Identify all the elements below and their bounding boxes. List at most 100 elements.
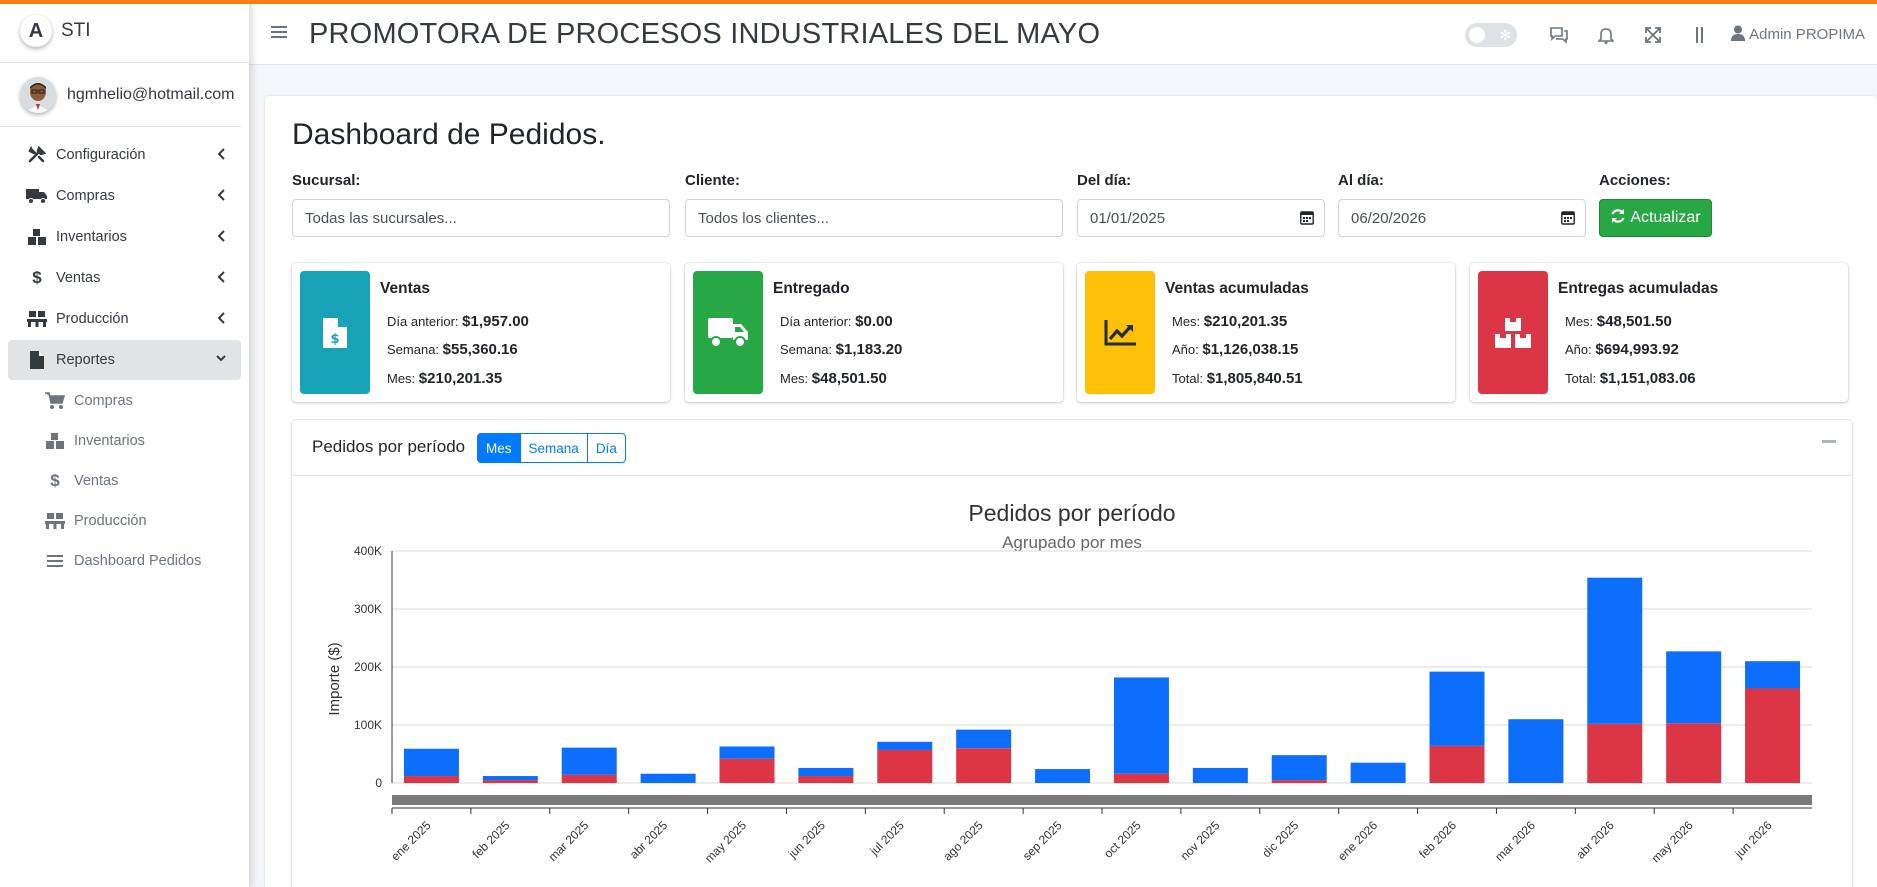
sidebar-subitem-dashboard-pedidos[interactable]: Dashboard Pedidos: [8, 541, 241, 581]
bar-segment-0[interactable]: [561, 774, 617, 783]
avatar: [20, 76, 56, 113]
bar-segment-1[interactable]: [561, 747, 617, 775]
bar-segment-1[interactable]: [1666, 651, 1722, 724]
x-tick-label: feb 2026: [1416, 818, 1459, 861]
bar-segment-1[interactable]: [1745, 661, 1801, 689]
user-panel[interactable]: hgmhelio@hotmail.com: [0, 63, 241, 127]
bar-segment-1[interactable]: [403, 748, 459, 777]
bar-segment-1[interactable]: [798, 767, 854, 777]
top-header: PROMOTORA DE PROCESOS INDUSTRIALES DEL M…: [249, 4, 1877, 65]
infobox-line: Mes: $210,201.35: [387, 370, 502, 387]
bar-segment-0[interactable]: [482, 780, 538, 783]
user-menu[interactable]: Admin PROPIMA: [1731, 25, 1865, 45]
x-tick-label: ene 2026: [1335, 818, 1381, 864]
infobox-line: Año: $1,126,038.15: [1172, 341, 1298, 358]
infobox-title: Ventas: [380, 280, 430, 297]
sidebar-item-produccion[interactable]: Producción: [8, 299, 241, 339]
fullscreen-icon[interactable]: [1629, 26, 1676, 43]
orders-bar-chart: Pedidos por período Agrupado por mes Imp…: [326, 500, 1812, 865]
brand-logo: A: [20, 15, 52, 47]
period-dia-button[interactable]: Día: [586, 433, 626, 463]
bar-segment-0[interactable]: [1271, 780, 1327, 783]
x-tick-label: feb 2025: [470, 818, 513, 861]
infobox-line-value: $55,360.16: [442, 341, 518, 358]
bar-segment-0[interactable]: [956, 748, 1012, 783]
bar-segment-1[interactable]: [1271, 755, 1327, 781]
pallet-icon: [44, 513, 66, 529]
bar-segment-1[interactable]: [482, 776, 538, 781]
dark-mode-toggle[interactable]: ✻: [1465, 22, 1518, 47]
bar-segment-0[interactable]: [403, 776, 459, 783]
sidebar-item-reportes[interactable]: Reportes: [8, 340, 241, 380]
infobox-line-label: Semana:: [387, 342, 440, 357]
sidebar-item-compras[interactable]: Compras: [8, 176, 241, 216]
bar-segment-0[interactable]: [1429, 745, 1485, 783]
chevron-down-icon: [215, 352, 227, 368]
bar-segment-1[interactable]: [1350, 762, 1406, 783]
sidebar-item-ventas[interactable]: $ Ventas: [8, 258, 241, 298]
header-actions: ✻ Admin PROPIMA: [1465, 4, 1865, 65]
bar-segment-0[interactable]: [798, 776, 854, 783]
x-tick-label: jun 2025: [785, 818, 828, 861]
bar-segment-1[interactable]: [719, 746, 775, 759]
sucursal-select[interactable]: Todas las sucursales...: [292, 199, 670, 237]
calendar-icon[interactable]: [1561, 210, 1575, 229]
del-dia-input[interactable]: 01/01/2025: [1077, 199, 1325, 237]
period-semana-button[interactable]: Semana: [519, 433, 588, 463]
infobox-title: Entregado: [773, 280, 850, 297]
user-menu-label: Admin PROPIMA: [1749, 26, 1865, 43]
bar-segment-0[interactable]: [1587, 723, 1643, 783]
bar-segment-0[interactable]: [719, 758, 775, 783]
bar-segment-1[interactable]: [1429, 671, 1485, 746]
bar-segment-1[interactable]: [1113, 677, 1169, 774]
bar-segment-1[interactable]: [1508, 719, 1564, 783]
sidebar-subitem-label: Dashboard Pedidos: [74, 553, 202, 569]
y-tick-label: 0: [375, 776, 382, 790]
infobox-title: Ventas acumuladas: [1165, 280, 1309, 297]
bar-segment-0[interactable]: [1113, 773, 1169, 783]
x-tick-label: jul 2025: [867, 818, 908, 859]
infobox-line-label: Mes:: [1565, 314, 1594, 329]
columns-icon[interactable]: [1676, 26, 1723, 43]
collapse-minus-icon[interactable]: [1822, 440, 1836, 443]
bar-segment-1[interactable]: [877, 741, 933, 750]
al-dia-input[interactable]: 06/20/2026: [1338, 199, 1586, 237]
refresh-icon: [1610, 208, 1626, 229]
calendar-icon[interactable]: [1300, 210, 1314, 229]
period-mes-button[interactable]: Mes: [477, 433, 521, 463]
x-tick-label: oct 2025: [1101, 818, 1144, 861]
sidebar-subitem-compras[interactable]: Compras: [8, 381, 241, 421]
bar-segment-0[interactable]: [877, 749, 933, 783]
bar-segment-1[interactable]: [640, 773, 696, 783]
x-tick-label: mar 2026: [1492, 818, 1538, 864]
sidebar-item-inventarios[interactable]: Inventarios: [8, 217, 241, 257]
infobox-title: Entregas acumuladas: [1558, 280, 1719, 297]
actualizar-button[interactable]: Actualizar: [1599, 199, 1712, 237]
infobox-line-label: Día anterior:: [387, 314, 459, 329]
y-axis-label: Importe ($): [326, 642, 343, 715]
sidebar-subitem-ventas[interactable]: $ Ventas: [8, 461, 241, 501]
bell-icon[interactable]: [1582, 26, 1629, 44]
chart-scrollbar[interactable]: [392, 795, 1812, 805]
chevron-left-icon: [217, 229, 227, 247]
sidebar-subitem-produccion[interactable]: Producción: [8, 501, 241, 541]
list-icon: [44, 554, 66, 568]
bar-segment-1[interactable]: [956, 729, 1012, 749]
sidebar-item-configuracion[interactable]: Configuración: [8, 135, 241, 175]
hamburger-icon[interactable]: [271, 25, 289, 44]
bar-segment-1[interactable]: [1035, 769, 1091, 783]
chat-icon[interactable]: [1535, 26, 1582, 44]
cliente-select[interactable]: Todos los clientes...: [685, 199, 1063, 237]
infobox-line-label: Total:: [1172, 371, 1204, 386]
bar-segment-0[interactable]: [1666, 723, 1722, 783]
toggle-knob: [1469, 26, 1486, 43]
x-tick-label: dic 2025: [1259, 818, 1301, 860]
brand-link[interactable]: A STI: [0, 0, 249, 63]
infobox-ventas: $ Ventas Día anterior: $1,957.00 Semana:…: [292, 263, 670, 402]
bar-segment-1[interactable]: [1192, 767, 1248, 783]
bar-segment-0[interactable]: [1745, 688, 1801, 783]
infobox-line-value: $0.00: [855, 313, 893, 330]
infobox-line-value: $210,201.35: [1203, 313, 1288, 330]
bar-segment-1[interactable]: [1587, 577, 1643, 724]
sidebar-subitem-inventarios[interactable]: Inventarios: [8, 421, 241, 461]
